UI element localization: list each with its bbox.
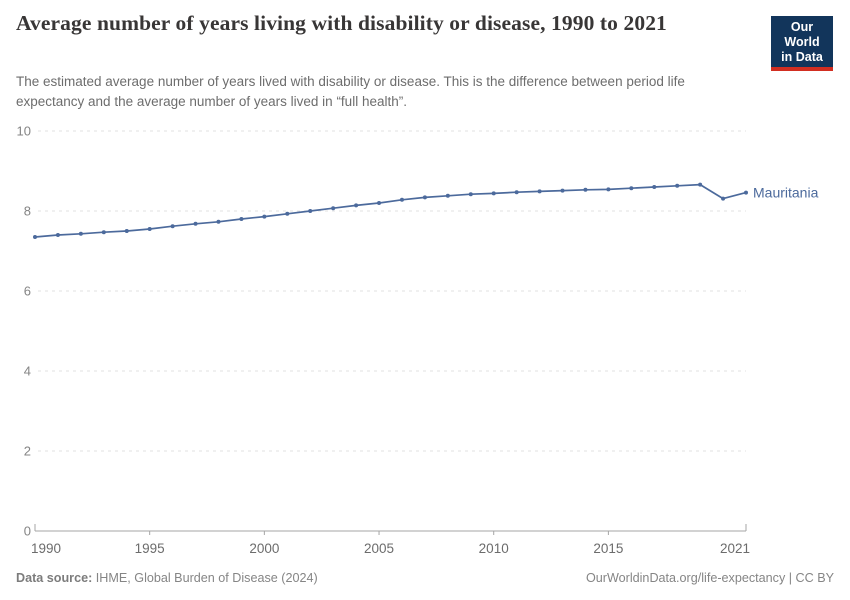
data-point[interactable]	[721, 196, 726, 201]
x-tick-label: 2010	[479, 541, 509, 556]
data-point[interactable]	[55, 233, 60, 237]
data-point[interactable]	[262, 214, 267, 219]
y-tick-label: 2	[24, 444, 31, 459]
data-point[interactable]	[399, 197, 404, 202]
data-point[interactable]	[422, 195, 427, 200]
data-point[interactable]	[560, 188, 565, 193]
series-end-label: Mauritania	[753, 185, 819, 201]
data-point[interactable]	[652, 185, 657, 189]
data-line[interactable]	[34, 183, 747, 238]
chart-subtitle: The estimated average number of years li…	[16, 74, 685, 109]
data-point[interactable]	[744, 190, 748, 195]
y-tick-label: 4	[24, 364, 31, 379]
x-tick-label: 1990	[31, 541, 61, 556]
x-tick-label: 2021	[720, 541, 750, 556]
data-point[interactable]	[78, 231, 83, 236]
data-point[interactable]	[491, 191, 496, 196]
data-point[interactable]	[583, 187, 588, 192]
data-point[interactable]	[285, 211, 290, 216]
data-point[interactable]	[468, 192, 473, 197]
x-tick-label: 2000	[249, 541, 279, 556]
data-point[interactable]	[147, 227, 152, 231]
data-point[interactable]	[101, 230, 106, 235]
chart-footer: Data source: IHME, Global Burden of Dise…	[16, 571, 834, 585]
y-tick-label: 0	[24, 524, 31, 539]
x-tick-label: 2005	[364, 541, 394, 556]
owid-logo-line1: Our World	[784, 20, 820, 49]
data-point[interactable]	[216, 219, 221, 224]
owid-logo-box: Our World in Data	[771, 16, 833, 68]
data-point[interactable]	[377, 201, 382, 205]
data-point[interactable]	[331, 206, 336, 211]
data-point[interactable]	[606, 187, 611, 192]
data-point[interactable]	[308, 209, 313, 213]
data-point[interactable]	[675, 183, 680, 188]
data-point[interactable]	[124, 229, 129, 233]
owid-logo[interactable]: Our World in Data	[771, 16, 833, 72]
data-source-value: IHME, Global Burden of Disease (2024)	[92, 571, 318, 585]
data-point[interactable]	[170, 224, 175, 229]
data-point[interactable]	[698, 182, 703, 187]
data-point[interactable]	[33, 235, 37, 239]
x-tick-label: 2015	[593, 541, 623, 556]
page-title: Average number of years living with disa…	[16, 11, 667, 35]
data-point[interactable]	[445, 193, 450, 198]
data-point[interactable]	[193, 221, 198, 226]
x-tick-label: 1995	[135, 541, 165, 556]
data-point[interactable]	[354, 203, 359, 208]
footer-credit-link[interactable]: OurWorldinData.org/life-expectancy | CC …	[585, 571, 834, 585]
line-chart: 0 2 4 6 8 10 1990 1995 2000 2005 2010 2015 2021 Mauri…	[17, 124, 819, 557]
data-source-label: Data source:	[16, 571, 93, 585]
data-point[interactable]	[239, 217, 244, 221]
y-tick-label: 6	[24, 284, 31, 299]
owid-logo-accent-bar	[771, 67, 833, 72]
data-point[interactable]	[514, 190, 519, 195]
y-tick-label: 8	[24, 204, 31, 219]
data-point[interactable]	[629, 186, 634, 191]
data-source-text: Data source: IHME, Global Burden of Dise…	[16, 571, 318, 585]
y-tick-label: 10	[17, 124, 31, 139]
owid-logo-line2: in Data	[781, 49, 823, 64]
data-point[interactable]	[537, 189, 542, 194]
